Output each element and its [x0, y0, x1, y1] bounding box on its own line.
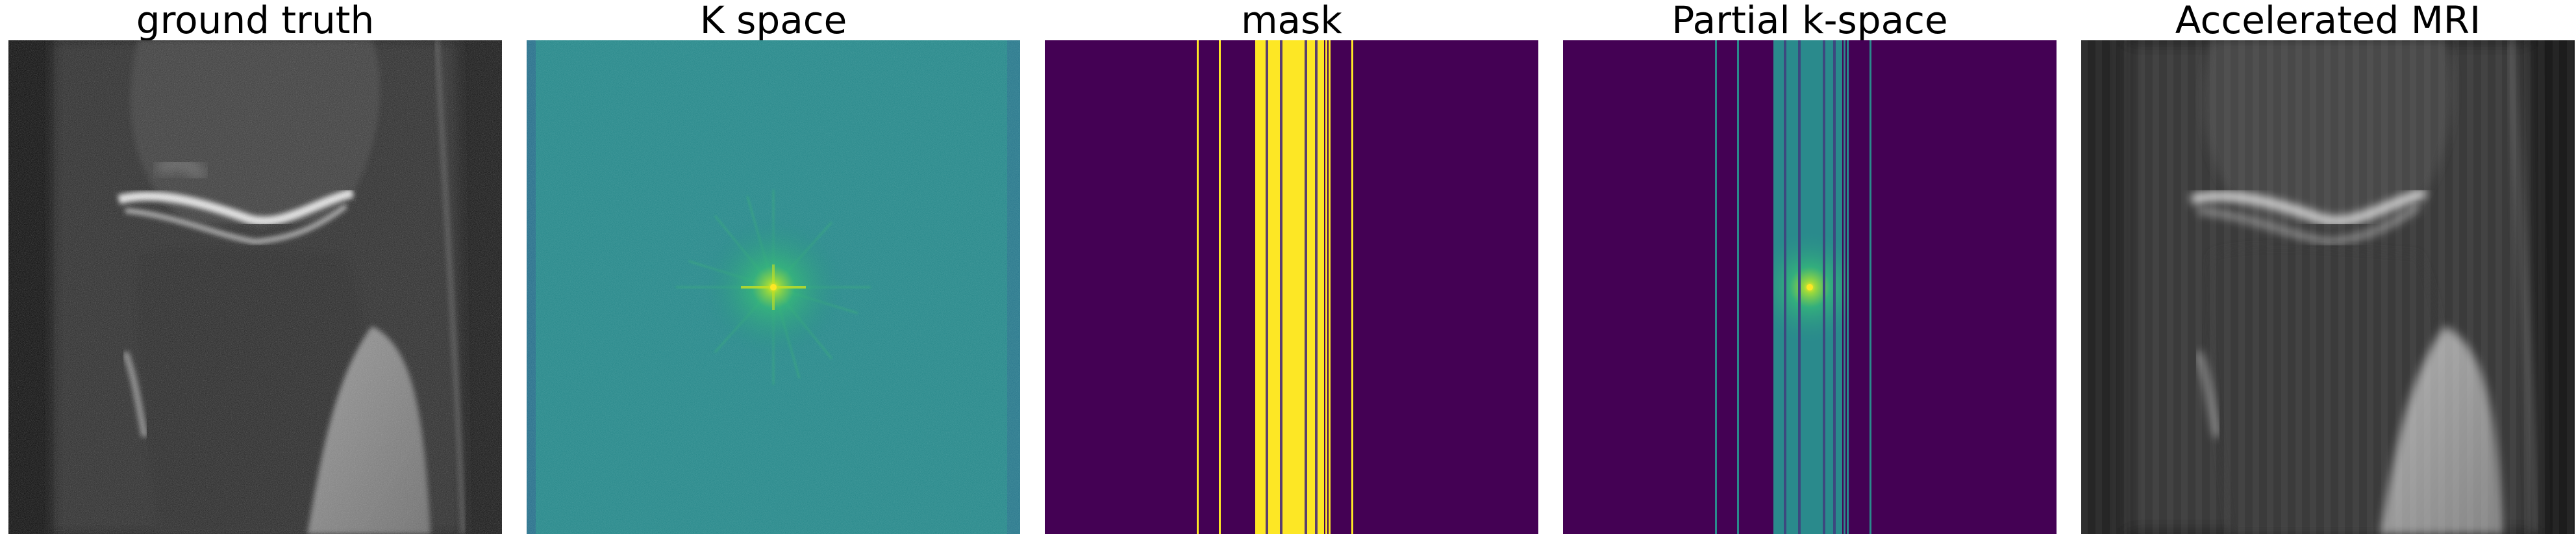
panel-title: mask	[1241, 0, 1342, 42]
panel-title: ground truth	[136, 0, 375, 42]
k-space-image	[527, 40, 1020, 534]
panel-accelerated-mri: Accelerated MRI	[2081, 0, 2575, 540]
partial-k-space-image	[1563, 40, 2057, 534]
ground-truth-image	[8, 40, 502, 534]
panel-partial-k-space: Partial k-space	[1563, 0, 2057, 540]
panel-title: Partial k-space	[1671, 0, 1948, 42]
panel-title: Accelerated MRI	[2175, 0, 2481, 42]
panel-mask: mask	[1045, 0, 1538, 540]
panel-ground-truth: ground truth	[8, 0, 502, 540]
accelerated-mri-image	[2081, 40, 2575, 534]
panel-title: K space	[699, 0, 847, 42]
mask-image	[1045, 40, 1538, 534]
panel-k-space: K space	[527, 0, 1020, 540]
